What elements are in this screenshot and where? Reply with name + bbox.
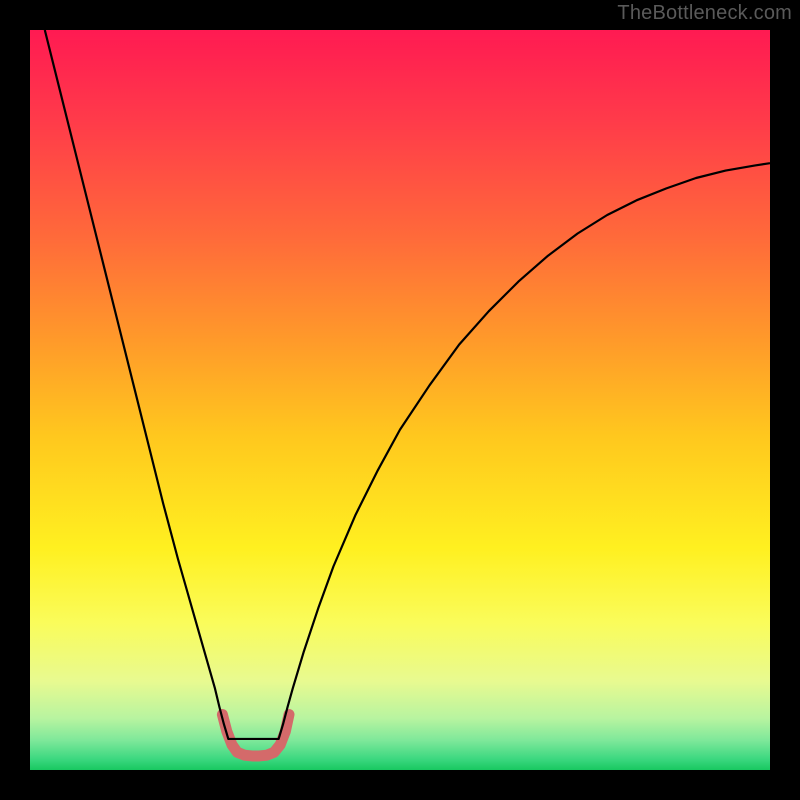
chart-container: TheBottleneck.com — [0, 0, 800, 800]
plot-svg — [30, 30, 770, 770]
gradient-background — [30, 30, 770, 770]
plot-frame — [30, 30, 770, 770]
watermark-label: TheBottleneck.com — [617, 2, 792, 25]
